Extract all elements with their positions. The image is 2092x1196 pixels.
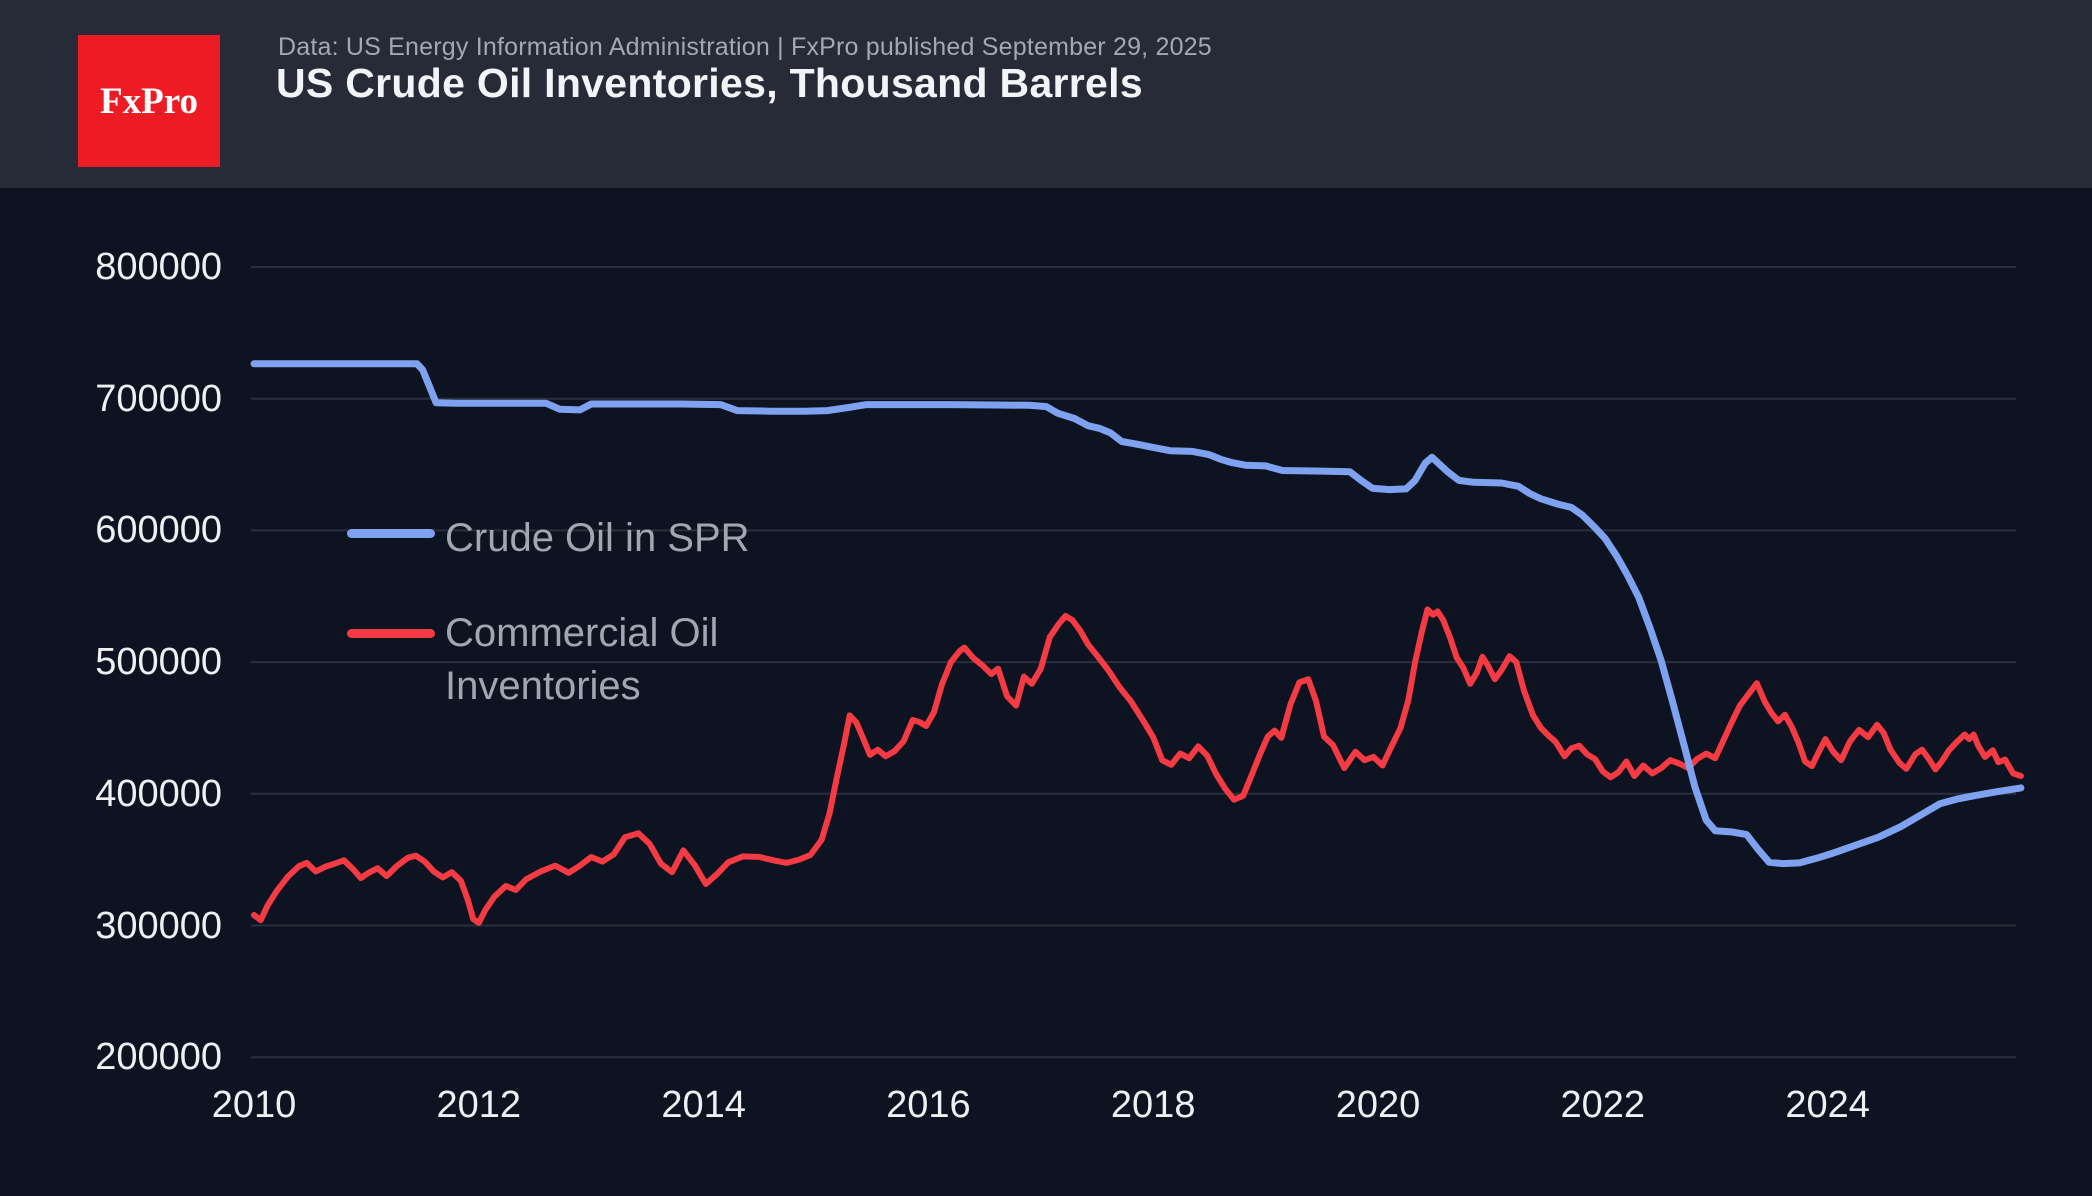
x-tick-label: 2016 xyxy=(886,1084,971,1126)
y-tick-label: 200000 xyxy=(95,1036,222,1079)
spr-legend-label: Crude Oil in SPR xyxy=(445,512,750,565)
fxpro-logo-text: FxPro xyxy=(100,80,198,122)
x-tick-label: 2022 xyxy=(1560,1084,1646,1126)
spr-legend-swatch xyxy=(347,529,435,538)
y-tick-label: 400000 xyxy=(95,772,222,815)
data-source-caption: Data: US Energy Information Administrati… xyxy=(278,33,1212,61)
commercial-legend-label-line1: Commercial Oil xyxy=(445,611,719,655)
spr-legend-label-line: Crude Oil in SPR xyxy=(445,516,750,560)
x-tick-label: 2014 xyxy=(661,1084,746,1126)
x-tick-label: 2020 xyxy=(1335,1084,1421,1126)
y-tick-label: 700000 xyxy=(95,377,222,420)
x-tick-label: 2010 xyxy=(211,1084,297,1126)
page-title: US Crude Oil Inventories, Thousand Barre… xyxy=(276,60,1143,106)
commercial-oil-line xyxy=(251,606,2024,926)
header-band: FxPro Data: US Energy Information Admini… xyxy=(0,0,2092,188)
commercial-legend-label-line2: Inventories xyxy=(445,664,641,708)
y-tick-label: 600000 xyxy=(95,509,222,552)
y-tick-label: 800000 xyxy=(95,246,222,288)
x-tick-label: 2012 xyxy=(436,1084,522,1126)
crude-oil-spr-line xyxy=(250,360,2025,868)
gridlines xyxy=(251,266,2016,1059)
x-tick-label: 2024 xyxy=(1785,1084,1870,1126)
commercial-legend-swatch xyxy=(347,629,435,638)
y-tick-label: 500000 xyxy=(95,641,222,684)
x-tick-label: 2018 xyxy=(1110,1084,1196,1126)
commercial-legend-label: Commercial Oil Inventories xyxy=(445,607,718,713)
y-tick-label: 300000 xyxy=(95,904,222,947)
fxpro-logo: FxPro xyxy=(78,35,220,167)
